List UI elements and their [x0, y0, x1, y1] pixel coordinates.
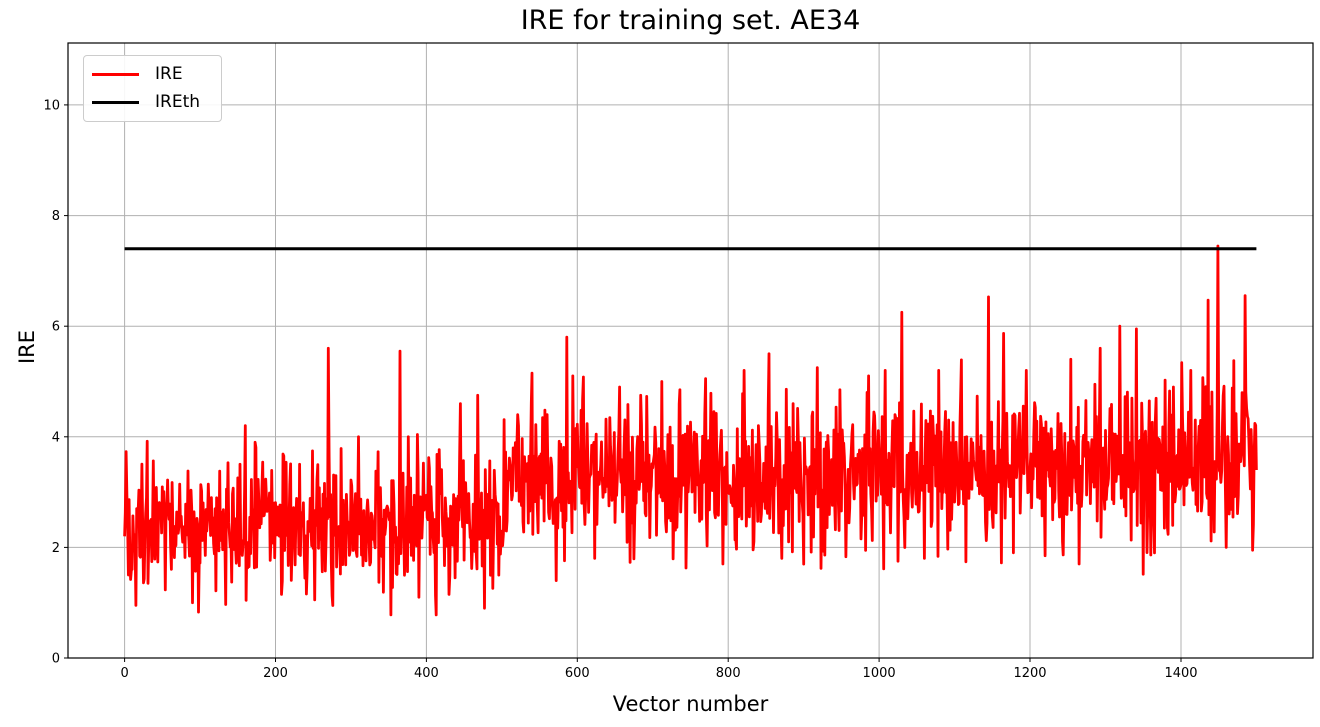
y-tick-label: 6: [52, 320, 60, 335]
y-tick-label: 4: [52, 430, 60, 445]
legend-label-ireth: IREth: [155, 92, 201, 113]
x-tick-label: 200: [263, 666, 288, 681]
y-tick-label: 8: [52, 209, 60, 224]
x-tick-label: 1200: [1013, 666, 1046, 681]
legend-line-ireth-swatch: [92, 101, 139, 105]
plot-border: [67, 42, 1314, 659]
x-tick-label: 1400: [1164, 666, 1197, 681]
x-tick-label: 400: [414, 666, 439, 681]
legend-item-ireth: IREth: [84, 90, 221, 116]
x-tick-label: 1000: [863, 666, 896, 681]
y-tick-label: 10: [43, 98, 60, 113]
ire-line: [123, 244, 1258, 617]
legend-label-ire: IRE: [155, 63, 183, 84]
x-tick-label: 800: [716, 666, 741, 681]
chart-title: IRE for training set. AE34: [520, 5, 861, 36]
x-axis-label: Vector number: [612, 692, 769, 716]
x-tick-label: 600: [565, 666, 590, 681]
legend: IRE IREth: [83, 55, 222, 122]
x-tick-label: 0: [120, 666, 128, 681]
legend-line-ire-swatch: [92, 72, 139, 76]
y-axis-label: IRE: [15, 329, 39, 365]
y-tick-label: 0: [52, 652, 60, 667]
legend-item-ire: IRE: [84, 61, 221, 87]
y-tick-label: 2: [52, 541, 60, 556]
